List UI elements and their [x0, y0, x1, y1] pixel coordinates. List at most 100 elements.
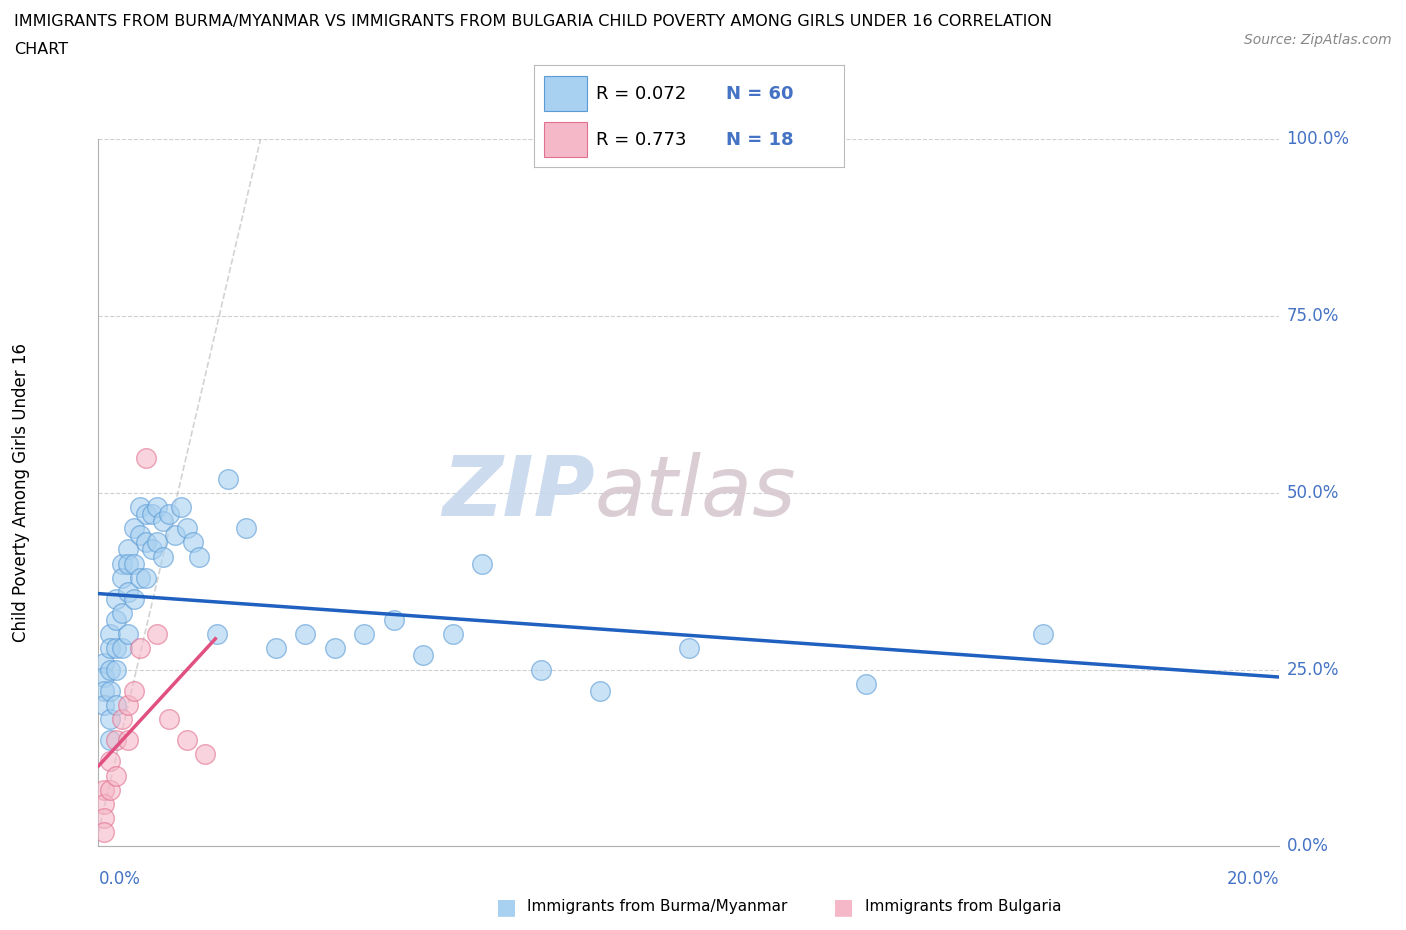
Point [152, 513, 174, 528]
Point [217, 472, 239, 486]
Point [1032, 627, 1054, 642]
Text: Immigrants from Bulgaria: Immigrants from Bulgaria [865, 899, 1062, 914]
Point [855, 676, 877, 691]
Point [128, 641, 150, 656]
Point [235, 521, 257, 536]
Point [382, 613, 405, 628]
Point [141, 542, 163, 557]
Text: 100.0%: 100.0% [1286, 130, 1350, 149]
Point [187, 549, 209, 564]
Point [122, 556, 145, 571]
Point [589, 684, 612, 698]
Text: 0.0%: 0.0% [98, 870, 141, 887]
Point [98, 754, 121, 769]
Point [128, 570, 150, 585]
Point [176, 521, 198, 536]
Point [117, 733, 139, 748]
Bar [544, 76, 586, 112]
Point [98, 684, 121, 698]
Text: atlas: atlas [595, 452, 796, 534]
Text: Child Poverty Among Girls Under 16: Child Poverty Among Girls Under 16 [13, 343, 30, 643]
Point [98, 662, 121, 677]
Point [135, 535, 157, 550]
Point [105, 698, 128, 712]
Bar [544, 123, 586, 157]
Point [122, 591, 145, 606]
Point [323, 641, 346, 656]
Point [93, 796, 115, 811]
Point [117, 627, 139, 642]
Text: Immigrants from Burma/Myanmar: Immigrants from Burma/Myanmar [527, 899, 787, 914]
Point [105, 662, 128, 677]
Point [530, 662, 553, 677]
Text: R = 0.773: R = 0.773 [596, 131, 686, 149]
Point [93, 782, 115, 797]
Point [294, 627, 316, 642]
Text: ZIP: ZIP [441, 452, 595, 534]
Point [205, 627, 228, 642]
Point [111, 556, 134, 571]
Point [105, 613, 128, 628]
Point [111, 641, 134, 656]
Point [264, 641, 287, 656]
Text: N = 18: N = 18 [725, 131, 793, 149]
Point [128, 499, 150, 514]
Point [105, 733, 128, 748]
Point [146, 627, 169, 642]
Point [93, 655, 115, 670]
Text: R = 0.072: R = 0.072 [596, 85, 686, 102]
Point [412, 648, 434, 663]
Point [176, 733, 198, 748]
Text: Source: ZipAtlas.com: Source: ZipAtlas.com [1244, 33, 1392, 46]
Text: N = 60: N = 60 [725, 85, 793, 102]
Point [135, 450, 157, 465]
Point [471, 556, 494, 571]
Point [111, 711, 134, 726]
Text: ■: ■ [496, 897, 516, 917]
Point [98, 711, 121, 726]
Point [146, 499, 169, 514]
Point [105, 768, 128, 783]
Point [93, 684, 115, 698]
Point [98, 733, 121, 748]
Point [122, 521, 145, 536]
Point [353, 627, 375, 642]
Point [181, 535, 204, 550]
Point [117, 542, 139, 557]
Point [105, 591, 128, 606]
Point [157, 711, 180, 726]
Point [105, 641, 128, 656]
Text: 0.0%: 0.0% [1286, 837, 1329, 856]
Point [117, 556, 139, 571]
Point [111, 605, 134, 620]
Point [194, 747, 217, 762]
Point [98, 627, 121, 642]
Point [146, 535, 169, 550]
Point [170, 499, 193, 514]
Point [98, 782, 121, 797]
Point [117, 698, 139, 712]
Text: 50.0%: 50.0% [1286, 484, 1339, 502]
Point [678, 641, 700, 656]
Text: CHART: CHART [14, 42, 67, 57]
Point [135, 570, 157, 585]
Point [93, 825, 115, 840]
Point [98, 641, 121, 656]
Point [165, 528, 187, 543]
Point [117, 584, 139, 599]
Text: ■: ■ [834, 897, 853, 917]
Point [111, 570, 134, 585]
Point [122, 684, 145, 698]
Text: 25.0%: 25.0% [1286, 660, 1339, 679]
Text: 75.0%: 75.0% [1286, 307, 1339, 326]
Point [128, 528, 150, 543]
Point [93, 670, 115, 684]
Point [141, 507, 163, 522]
Text: IMMIGRANTS FROM BURMA/MYANMAR VS IMMIGRANTS FROM BULGARIA CHILD POVERTY AMONG GI: IMMIGRANTS FROM BURMA/MYANMAR VS IMMIGRA… [14, 14, 1052, 29]
Point [152, 549, 174, 564]
Point [441, 627, 464, 642]
Point [93, 698, 115, 712]
Point [157, 507, 180, 522]
Point [135, 507, 157, 522]
Point [93, 811, 115, 826]
